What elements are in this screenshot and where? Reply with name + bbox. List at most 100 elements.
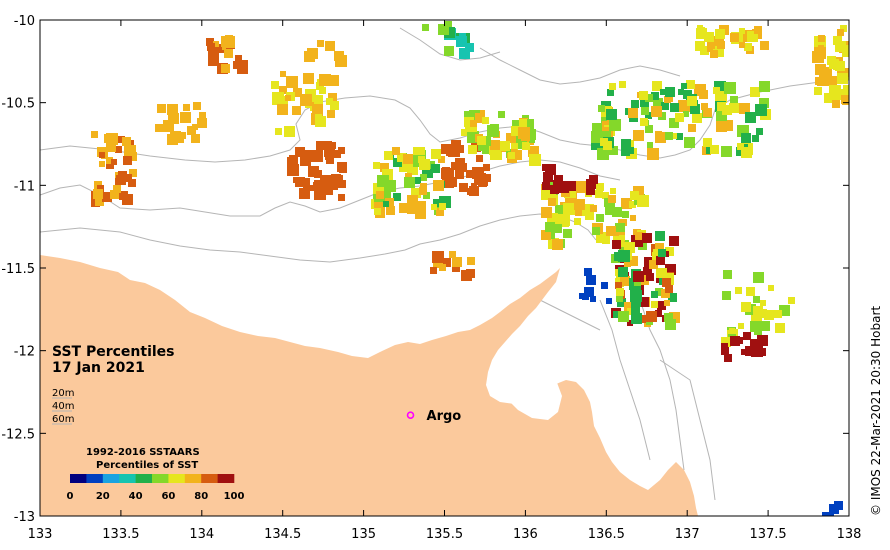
sst-pixel xyxy=(596,232,607,243)
sst-pixel xyxy=(93,189,103,199)
sst-pixel xyxy=(335,55,347,67)
sst-pixel xyxy=(681,83,687,89)
sst-pixel xyxy=(525,129,536,140)
sst-pixel xyxy=(304,51,315,62)
sst-pixel xyxy=(822,512,834,516)
sst-pixel xyxy=(561,219,569,227)
sst-pixel xyxy=(431,204,437,210)
sst-pixel xyxy=(529,154,541,166)
sst-pixel xyxy=(91,131,98,138)
sst-pixel xyxy=(631,306,640,315)
sst-pixel xyxy=(221,64,230,73)
sst-pixel xyxy=(592,123,602,133)
sst-pixel xyxy=(645,94,653,102)
sst-pixel xyxy=(475,113,485,123)
sst-pixel xyxy=(541,207,552,218)
sst-pixel xyxy=(735,287,742,294)
imos-credit: © IMOS 22-Mar-2021 20:30 Hobart xyxy=(869,306,883,516)
sst-pixel xyxy=(113,185,121,193)
sst-pixel xyxy=(465,43,474,52)
legend-swatch xyxy=(184,474,202,483)
sst-pixel xyxy=(104,134,113,143)
sst-pixel xyxy=(431,149,441,159)
sst-pixel xyxy=(589,175,598,184)
sst-pixel xyxy=(548,198,556,206)
sst-pixel xyxy=(500,141,510,151)
sst-pixel xyxy=(651,301,658,308)
sst-pixel xyxy=(812,51,824,63)
sst-pixel xyxy=(192,124,198,130)
sst-pixel xyxy=(553,180,562,189)
sst-pixel xyxy=(722,105,732,115)
sst-pixel xyxy=(438,156,445,163)
lat-tick-label: -11 xyxy=(14,179,35,194)
sst-pixel xyxy=(613,311,620,318)
legend-tick-label: 80 xyxy=(194,491,208,502)
sst-pixel xyxy=(609,83,616,90)
sst-pixel xyxy=(631,313,642,324)
sst-pixel xyxy=(399,161,410,172)
sst-pixel xyxy=(639,91,648,100)
sst-pixel xyxy=(180,112,191,123)
sst-pixel xyxy=(129,169,137,177)
sst-pixel xyxy=(99,152,105,158)
sst-pixel xyxy=(403,154,413,164)
sst-pixel xyxy=(295,177,305,187)
sst-pixel xyxy=(710,50,718,58)
sst-pixel xyxy=(433,199,441,207)
sst-pixel xyxy=(657,301,666,310)
legend-title-line2: Percentiles of SST xyxy=(96,460,198,471)
sst-pixel xyxy=(424,169,433,178)
sst-pixel xyxy=(490,140,500,150)
sst-pixel xyxy=(547,213,558,224)
sst-pixel xyxy=(832,100,840,108)
sst-pixel xyxy=(420,174,427,181)
sst-pixel xyxy=(724,149,732,157)
sst-pixel xyxy=(834,501,843,510)
sst-pixel xyxy=(191,134,200,143)
sst-pixel xyxy=(759,98,769,108)
sst-pixel xyxy=(747,31,758,42)
sst-pixel xyxy=(444,46,454,56)
sst-pixel xyxy=(338,147,345,154)
legend-tick-label: 60 xyxy=(161,491,175,502)
sst-pixel xyxy=(432,251,444,263)
sst-pixel xyxy=(655,131,662,138)
sst-pixel xyxy=(590,205,597,212)
sst-pixel xyxy=(661,289,670,298)
sst-pixel xyxy=(637,195,649,207)
lon-tick-label: 133 xyxy=(28,527,53,542)
sst-pixel xyxy=(602,192,609,199)
sst-pixel xyxy=(665,264,676,275)
sst-pixel xyxy=(642,233,652,243)
sst-pixel xyxy=(303,73,314,84)
sst-pixel xyxy=(629,201,636,208)
sst-pixel xyxy=(272,92,284,104)
sst-pixel xyxy=(478,176,488,186)
sst-pixel xyxy=(628,108,638,118)
sst-pixel xyxy=(300,94,312,106)
sst-pixel xyxy=(609,119,621,131)
sst-pixel xyxy=(392,147,400,155)
sst-pixel xyxy=(665,319,676,330)
lon-tick-label: 134.5 xyxy=(264,527,301,542)
sst-pixel xyxy=(407,164,418,175)
sst-pixel xyxy=(287,164,299,176)
sst-pixel xyxy=(597,148,609,160)
sst-pixel xyxy=(466,170,474,178)
legend-tick-label: 100 xyxy=(224,491,245,502)
legend-swatch xyxy=(86,474,104,483)
sst-pixel xyxy=(325,41,335,51)
sst-pixel xyxy=(670,103,679,112)
sst-pixel xyxy=(678,89,684,95)
sst-pixel xyxy=(554,175,563,184)
sst-pixel xyxy=(466,269,475,278)
sst-pixel xyxy=(155,124,163,132)
sst-pixel xyxy=(643,267,652,276)
sst-pixel xyxy=(216,44,225,53)
sst-pixel xyxy=(609,146,618,155)
sst-pixel xyxy=(656,256,665,265)
sst-pixel xyxy=(111,159,117,165)
legend-tick-label: 40 xyxy=(129,491,143,502)
